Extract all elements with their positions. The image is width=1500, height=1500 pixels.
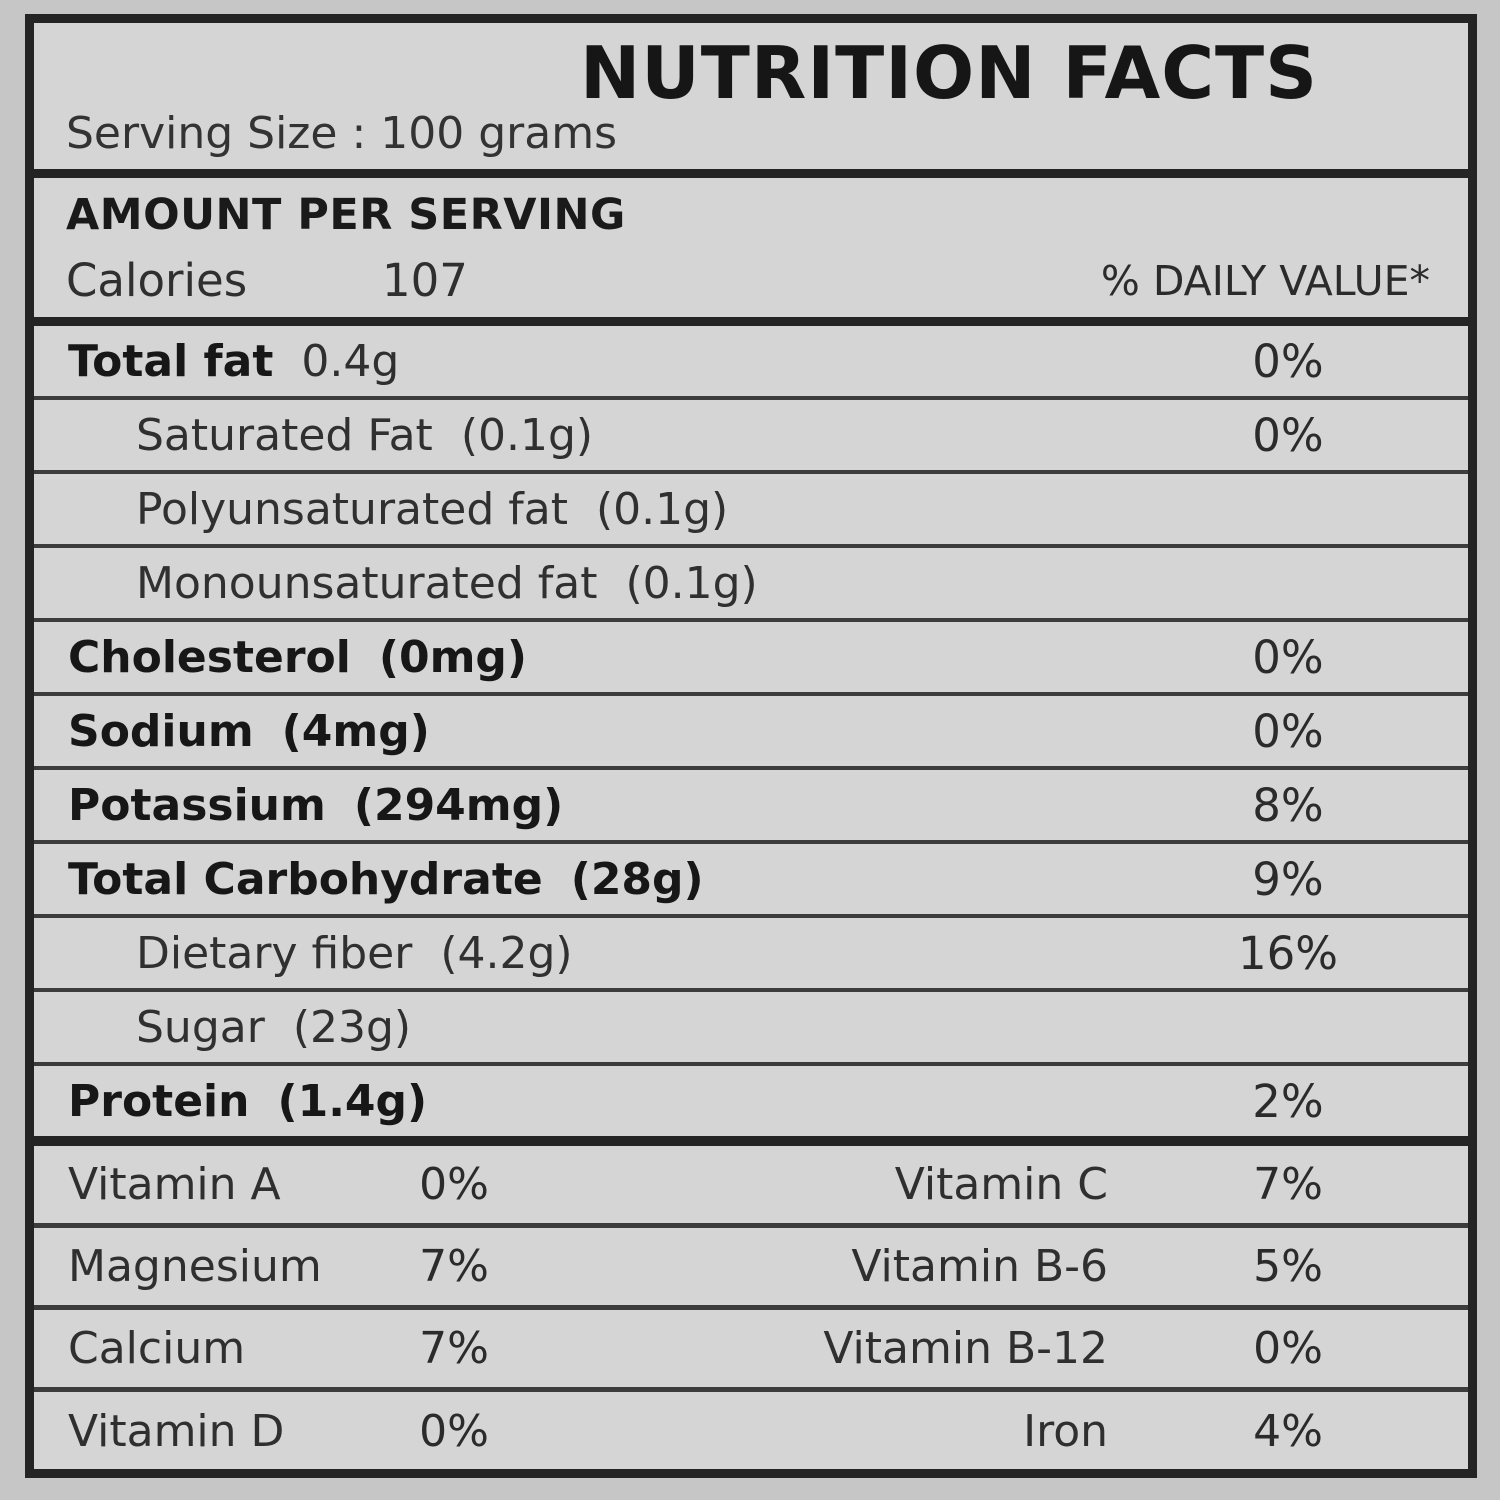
table-row-calcium-b12: Calcium 7% Vitamin B-12 0% — [34, 1310, 1468, 1392]
table-row-sodium: Sodium (4mg) 0% — [34, 696, 1468, 770]
daily-value-percent: 8% — [1252, 778, 1324, 832]
nutrient-amount: (4mg) — [281, 705, 430, 757]
label-header-section: NUTRITION FACTS Serving Size : 100 grams — [34, 23, 1468, 178]
vitamin-left-value: 7% — [419, 1241, 489, 1292]
vitamin-right-value: 5% — [1253, 1241, 1323, 1292]
nutrient-label: Potassium — [68, 779, 326, 831]
table-row-magnesium-b6: Magnesium 7% Vitamin B-6 5% — [34, 1228, 1468, 1310]
vitamins-section: Vitamin A 0% Vitamin C 7% Magnesium 7% V… — [34, 1146, 1468, 1471]
calories-label: Calories — [66, 254, 248, 307]
nutrition-facts-label: NUTRITION FACTS Serving Size : 100 grams… — [25, 14, 1477, 1478]
nutrient-amount: (28g) — [570, 853, 704, 905]
nutrient-amount: (0.1g) — [625, 557, 758, 609]
nutrient-amount: (0mg) — [378, 631, 528, 683]
nutrient-label: Dietary fiber — [136, 927, 413, 979]
nutrient-label: Sodium — [68, 705, 254, 757]
nutrient-label: Sugar — [136, 1001, 265, 1053]
amount-per-serving-heading: AMOUNT PER SERVING — [66, 190, 626, 240]
vitamin-left-label: Magnesium — [68, 1241, 322, 1292]
serving-size-text: Serving Size : 100 grams — [66, 108, 618, 159]
vitamin-right-value: 4% — [1253, 1406, 1323, 1457]
daily-value-percent: 9% — [1252, 852, 1324, 906]
table-row-total-carbohydrate: Total Carbohydrate (28g) 9% — [34, 844, 1468, 918]
table-row-vitamin-d-iron: Vitamin D 0% Iron 4% — [34, 1392, 1468, 1471]
vitamin-right-label: Vitamin B-12 — [823, 1323, 1108, 1374]
daily-value-percent: 0% — [1252, 334, 1324, 388]
vitamin-right-value: 7% — [1253, 1159, 1323, 1210]
nutrient-amount: (0.1g) — [595, 483, 729, 535]
table-row-saturated-fat: Saturated Fat (0.1g) 0% — [34, 400, 1468, 474]
table-row-protein: Protein (1.4g) 2% — [34, 1066, 1468, 1146]
vitamin-left-value: 0% — [419, 1159, 489, 1210]
table-row-potassium: Potassium (294mg) 8% — [34, 770, 1468, 844]
vitamin-right-value: 0% — [1253, 1323, 1323, 1374]
nutrient-label: Saturated Fat — [136, 409, 433, 461]
calories-line: Calories 107 % DAILY VALUE* — [34, 251, 1468, 311]
daily-value-percent: 0% — [1252, 408, 1324, 462]
nutrient-amount: (4.2g) — [440, 927, 573, 979]
vitamin-left-value: 0% — [419, 1406, 489, 1457]
table-row-monounsaturated-fat: Monounsaturated fat (0.1g) — [34, 548, 1468, 622]
table-row-sugar: Sugar (23g) — [34, 992, 1468, 1066]
vitamin-right-label: Vitamin B-6 — [851, 1241, 1108, 1292]
daily-value-percent: 2% — [1252, 1074, 1324, 1128]
nutrient-amount: (1.4g) — [277, 1075, 428, 1127]
table-row-polyunsaturated-fat: Polyunsaturated fat (0.1g) — [34, 474, 1468, 548]
daily-value-percent: 0% — [1252, 630, 1324, 684]
nutrient-label: Monounsaturated fat — [136, 557, 598, 609]
table-row-vitamin-a-c: Vitamin A 0% Vitamin C 7% — [34, 1146, 1468, 1228]
nutrient-label: Total Carbohydrate — [68, 853, 543, 905]
nutrient-amount: 0.4g — [301, 335, 400, 387]
vitamin-left-label: Vitamin D — [68, 1406, 285, 1457]
table-row-cholesterol: Cholesterol (0mg) 0% — [34, 622, 1468, 696]
vitamin-left-value: 7% — [419, 1323, 489, 1374]
vitamin-right-label: Iron — [1023, 1406, 1108, 1457]
vitamin-right-label: Vitamin C — [894, 1159, 1108, 1210]
nutrient-label: Total fat — [68, 335, 274, 387]
daily-value-header: % DAILY VALUE* — [1100, 257, 1430, 305]
nutrient-amount: (0.1g) — [460, 409, 594, 461]
daily-value-percent: 0% — [1252, 704, 1324, 758]
nutrient-label: Protein — [68, 1075, 250, 1127]
table-row-dietary-fiber: Dietary fiber (4.2g) 16% — [34, 918, 1468, 992]
nutrient-label: Polyunsaturated fat — [136, 483, 568, 535]
vitamin-left-label: Vitamin A — [68, 1159, 281, 1210]
nutrient-label: Cholesterol — [68, 631, 351, 683]
table-row-total-fat: Total fat 0.4g 0% — [34, 326, 1468, 400]
nutrient-rows: Total fat 0.4g 0% Saturated Fat (0.1g) 0% … — [34, 326, 1468, 1146]
nutrient-amount: (294mg) — [353, 779, 564, 831]
nutrient-amount: (23g) — [292, 1001, 412, 1053]
calories-value: 107 — [382, 254, 468, 307]
label-title: NUTRITION FACTS — [580, 31, 1318, 115]
vitamin-left-label: Calcium — [68, 1323, 246, 1374]
daily-value-percent: 16% — [1237, 926, 1339, 980]
amount-per-serving-section: AMOUNT PER SERVING Calories 107 % DAILY … — [34, 178, 1468, 326]
